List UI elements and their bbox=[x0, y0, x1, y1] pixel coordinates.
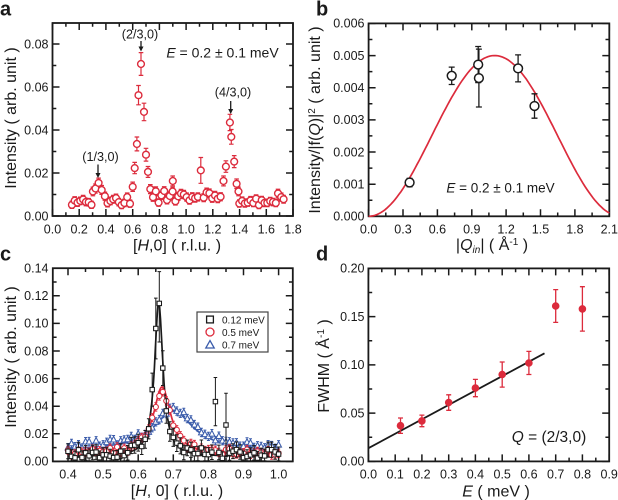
svg-text:a: a bbox=[0, 0, 12, 21]
svg-text:0.06: 0.06 bbox=[24, 372, 48, 386]
svg-text:1.2: 1.2 bbox=[497, 223, 514, 237]
svg-text:0.005: 0.005 bbox=[333, 49, 364, 63]
svg-text:0.004: 0.004 bbox=[333, 81, 364, 95]
svg-text:0.2: 0.2 bbox=[413, 468, 430, 482]
svg-text:2.1: 2.1 bbox=[601, 223, 618, 237]
svg-text:1.5: 1.5 bbox=[532, 223, 549, 237]
svg-text:d: d bbox=[316, 244, 328, 266]
svg-text:0.02: 0.02 bbox=[24, 166, 48, 180]
svg-text:0.08: 0.08 bbox=[24, 344, 48, 358]
svg-text:0.00: 0.00 bbox=[24, 209, 48, 223]
svg-text:0.10: 0.10 bbox=[340, 358, 364, 372]
svg-text:0.0: 0.0 bbox=[360, 223, 377, 237]
svg-text:0.04: 0.04 bbox=[24, 400, 48, 414]
svg-text:0.002: 0.002 bbox=[333, 145, 364, 159]
svg-text:(1/3,0): (1/3,0) bbox=[82, 150, 118, 164]
svg-text:1.8: 1.8 bbox=[284, 223, 301, 237]
svg-text:1.8: 1.8 bbox=[566, 223, 583, 237]
svg-text:E ( meV ): E ( meV ) bbox=[462, 484, 530, 500]
svg-text:0.20: 0.20 bbox=[340, 262, 364, 276]
svg-text:0.4: 0.4 bbox=[59, 468, 76, 482]
svg-text:b: b bbox=[316, 0, 328, 21]
svg-text:0.3: 0.3 bbox=[394, 223, 411, 237]
svg-text:0.02: 0.02 bbox=[24, 427, 48, 441]
svg-text:0.8: 0.8 bbox=[574, 468, 591, 482]
svg-text:1.0: 1.0 bbox=[177, 223, 194, 237]
svg-text:0.5: 0.5 bbox=[494, 468, 511, 482]
svg-text:c: c bbox=[0, 244, 11, 266]
svg-text:0.6: 0.6 bbox=[429, 223, 446, 237]
svg-text:0.1: 0.1 bbox=[387, 468, 404, 482]
svg-text:0.9: 0.9 bbox=[463, 223, 480, 237]
svg-text:0.6: 0.6 bbox=[124, 223, 141, 237]
svg-text:E = 0.2 ± 0.1 meV: E = 0.2 ± 0.1 meV bbox=[446, 181, 554, 196]
svg-text:0.8: 0.8 bbox=[151, 223, 168, 237]
svg-text:(4/3,0): (4/3,0) bbox=[215, 86, 251, 100]
svg-text:0.06: 0.06 bbox=[24, 80, 48, 94]
svg-text:0.15: 0.15 bbox=[340, 310, 364, 324]
svg-text:Intensity ( arb. unit ): Intensity ( arb. unit ) bbox=[3, 47, 20, 188]
svg-text:(2/3,0): (2/3,0) bbox=[122, 28, 158, 42]
svg-text:[H,0] ( r.l.u. ): [H,0] ( r.l.u. ) bbox=[133, 238, 221, 255]
svg-text:1.6: 1.6 bbox=[258, 223, 275, 237]
svg-text:0.12 meV: 0.12 meV bbox=[222, 316, 265, 327]
svg-text:0.9: 0.9 bbox=[601, 468, 618, 482]
svg-text:0.0: 0.0 bbox=[360, 468, 377, 482]
svg-text:0.006: 0.006 bbox=[333, 17, 364, 31]
svg-text:0.2: 0.2 bbox=[71, 223, 88, 237]
svg-text:0.10: 0.10 bbox=[24, 317, 48, 331]
svg-text:Intensity ( arb. unit ): Intensity ( arb. unit ) bbox=[3, 286, 20, 427]
svg-text:0.7 meV: 0.7 meV bbox=[222, 341, 260, 352]
svg-text:E = 0.2 ± 0.1 meV: E = 0.2 ± 0.1 meV bbox=[166, 45, 279, 61]
svg-text:0.3: 0.3 bbox=[440, 468, 457, 482]
svg-text:0.4: 0.4 bbox=[97, 223, 114, 237]
svg-text:1.2: 1.2 bbox=[204, 223, 221, 237]
svg-text:Intensity/|f(Q)|2 ( arb. unit: Intensity/|f(Q)|2 ( arb. unit ) bbox=[307, 26, 325, 213]
svg-text:0.12: 0.12 bbox=[24, 289, 48, 303]
svg-text:0.001: 0.001 bbox=[333, 178, 364, 192]
svg-text:0.5: 0.5 bbox=[94, 468, 111, 482]
svg-text:0.6: 0.6 bbox=[130, 468, 147, 482]
svg-text:0.4: 0.4 bbox=[467, 468, 484, 482]
svg-text:[H, 0] ( r.l.u. ): [H, 0] ( r.l.u. ) bbox=[131, 483, 223, 500]
svg-text:0.7: 0.7 bbox=[165, 468, 182, 482]
svg-text:0.003: 0.003 bbox=[333, 113, 364, 127]
svg-text:0.7: 0.7 bbox=[547, 468, 564, 482]
svg-text:0.14: 0.14 bbox=[24, 262, 48, 276]
svg-text:0.000: 0.000 bbox=[333, 210, 364, 224]
svg-text:0.8: 0.8 bbox=[200, 468, 217, 482]
svg-text:0.05: 0.05 bbox=[340, 406, 364, 420]
svg-text:0.04: 0.04 bbox=[24, 123, 48, 137]
svg-text:0.6: 0.6 bbox=[520, 468, 537, 482]
svg-text:0.5 meV: 0.5 meV bbox=[222, 328, 260, 339]
svg-text:0.00: 0.00 bbox=[340, 455, 364, 469]
svg-text:1.4: 1.4 bbox=[231, 223, 248, 237]
svg-text:FWHM ( Å-1 ): FWHM ( Å-1 ) bbox=[314, 319, 333, 412]
svg-text:1.0: 1.0 bbox=[270, 468, 287, 482]
svg-text:Q = (2/3,0): Q = (2/3,0) bbox=[512, 429, 587, 446]
svg-text:0.00: 0.00 bbox=[24, 455, 48, 469]
svg-text:0.9: 0.9 bbox=[235, 468, 252, 482]
svg-text:0.08: 0.08 bbox=[24, 37, 48, 51]
svg-text:0.0: 0.0 bbox=[44, 223, 61, 237]
